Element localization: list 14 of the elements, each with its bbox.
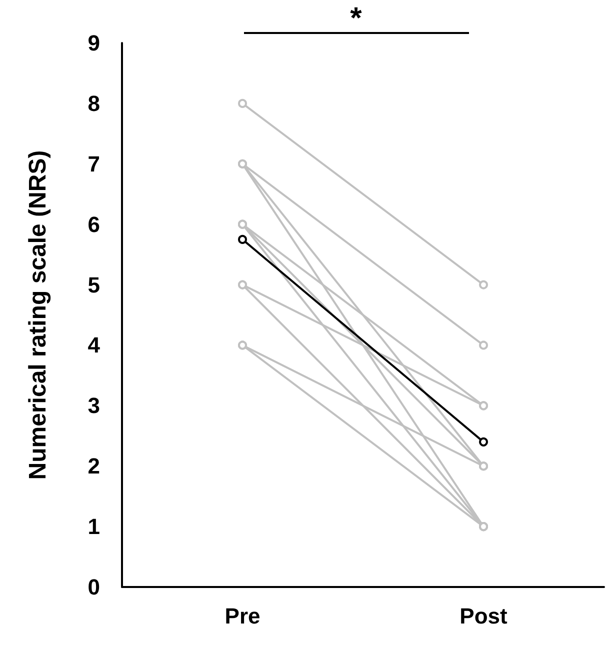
y-tick-label: 1	[88, 514, 100, 540]
y-tick-label: 0	[88, 574, 100, 600]
y-tick-label: 3	[88, 393, 100, 418]
y-tick-label: 8	[88, 90, 100, 116]
y-tick-label: 4	[88, 332, 101, 358]
text: *	[349, 2, 363, 36]
y-tick-label: 6	[88, 212, 100, 237]
y-tick-label: 2	[88, 454, 100, 479]
y-axis-title: Numerical rating scale (NRS)	[24, 150, 52, 480]
y-tick-label: 7	[88, 151, 100, 176]
x-tick-label: Pre	[224, 604, 260, 628]
y-tick-label: 5	[88, 272, 100, 298]
x-tick-label: Post	[460, 604, 508, 628]
y-tick-label: 9	[88, 30, 100, 56]
